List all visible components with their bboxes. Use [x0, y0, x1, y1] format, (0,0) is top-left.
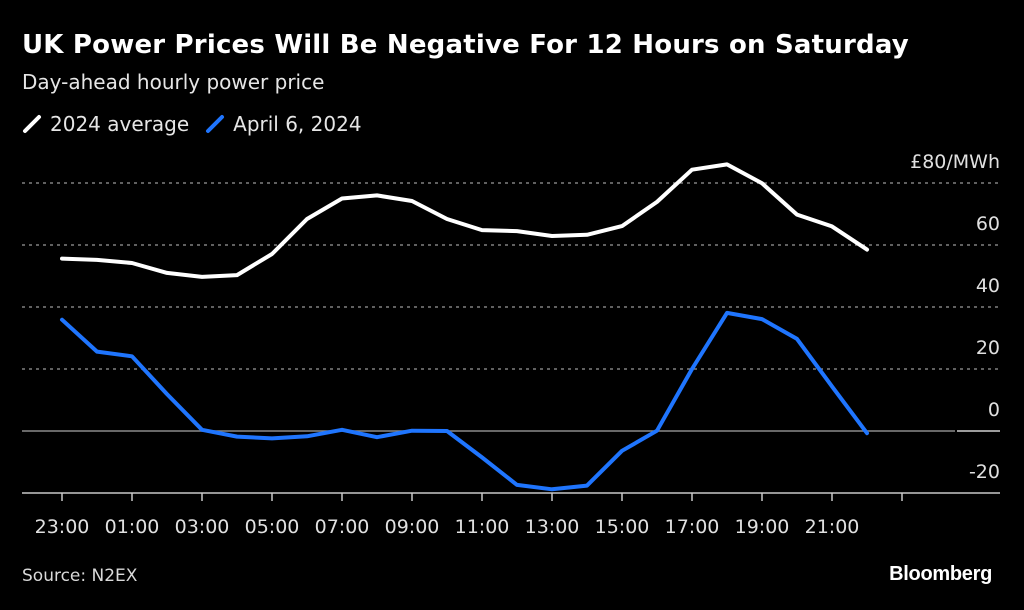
x-tick-label: 05:00 — [245, 516, 300, 538]
x-tick-label: 15:00 — [595, 516, 650, 538]
x-tick-label: 13:00 — [525, 516, 580, 538]
legend: 2024 average April 6, 2024 — [22, 112, 378, 136]
x-tick-label: 03:00 — [175, 516, 230, 538]
y-axis-labels: £80/MWh 60 40 20 0 -20 — [910, 151, 1000, 483]
y-tick-label: 40 — [976, 275, 1000, 297]
x-tick-label: 01:00 — [105, 516, 160, 538]
series-lines — [60, 162, 869, 492]
x-axis: 23:00 01:00 03:00 05:00 07:00 09:00 11:00 13:00… — [22, 492, 1000, 538]
x-tick-label: 19:00 — [735, 516, 790, 538]
series-line-april-6-2024 — [60, 310, 869, 492]
legend-item-april-6: April 6, 2024 — [205, 112, 362, 136]
y-tick-label: £80/MWh — [910, 151, 1000, 173]
legend-label: April 6, 2024 — [233, 112, 362, 136]
legend-label: 2024 average — [50, 112, 190, 136]
y-tick-label: 60 — [976, 213, 1000, 235]
bloomberg-logo: Bloomberg — [889, 563, 992, 585]
legend-item-2024-average: 2024 average — [22, 112, 189, 136]
chart-title: UK Power Prices Will Be Negative For 12 … — [22, 30, 909, 60]
source-note: Source: N2EX — [22, 566, 138, 586]
x-tick-label: 11:00 — [455, 516, 510, 538]
series-line-2024-average — [60, 162, 869, 279]
legend-swatch-blue-line-icon — [206, 115, 225, 133]
x-tick-label: 07:00 — [315, 516, 370, 538]
legend-swatch-white-line-icon — [23, 115, 41, 133]
x-tick-label: 17:00 — [665, 516, 720, 538]
y-tick-label: 0 — [988, 399, 1000, 421]
y-tick-label: -20 — [969, 461, 1000, 483]
gridlines — [22, 182, 1000, 432]
x-tick-label: 09:00 — [385, 516, 440, 538]
chart-subtitle: Day-ahead hourly power price — [22, 70, 325, 94]
x-tick-label: 21:00 — [805, 516, 860, 538]
x-tick-label: 23:00 — [35, 516, 90, 538]
y-tick-label: 20 — [976, 337, 1000, 359]
